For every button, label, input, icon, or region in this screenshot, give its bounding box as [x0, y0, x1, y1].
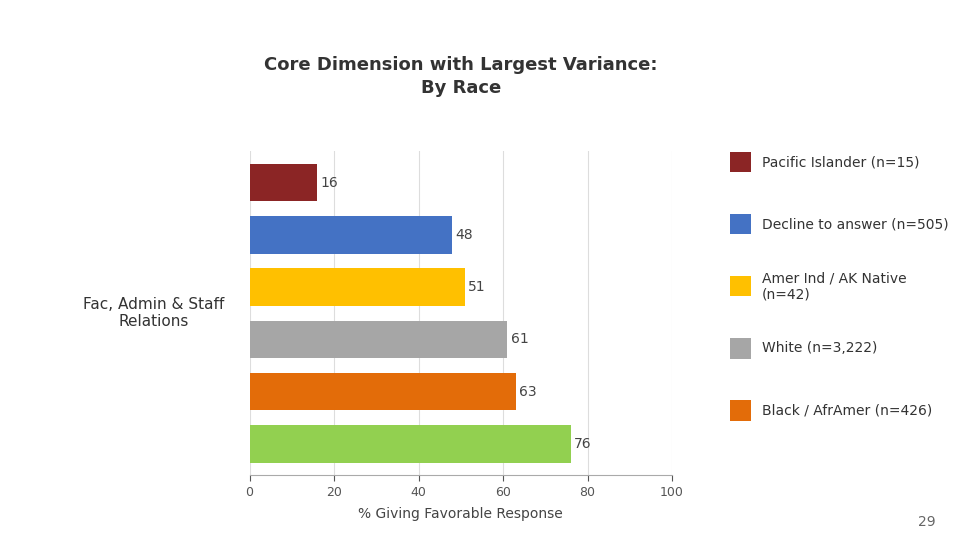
Bar — [250, 164, 317, 201]
Text: Decline to answer (n=505): Decline to answer (n=505) — [762, 217, 948, 231]
Text: White (n=3,222): White (n=3,222) — [762, 341, 877, 355]
Text: Core Dimension with Largest Variance:
By Race: Core Dimension with Largest Variance: By… — [264, 56, 658, 97]
Text: 76: 76 — [574, 437, 591, 451]
Text: 48: 48 — [456, 228, 473, 242]
Text: Black / AfrAmer (n=426): Black / AfrAmer (n=426) — [762, 403, 932, 417]
X-axis label: % Giving Favorable Response: % Giving Favorable Response — [358, 507, 564, 521]
Text: 61: 61 — [511, 332, 528, 346]
Text: Amer Ind / AK Native
(n=42): Amer Ind / AK Native (n=42) — [762, 271, 907, 301]
Bar — [250, 373, 516, 410]
Bar — [250, 425, 570, 463]
Bar — [250, 321, 507, 358]
Bar — [250, 268, 465, 306]
Text: Core Dimensions: SubGroup Variance in Ratings: Core Dimensions: SubGroup Variance in Ra… — [14, 22, 655, 46]
Text: 16: 16 — [321, 176, 338, 190]
Bar — [250, 216, 452, 254]
Text: Fac, Admin & Staff
Relations: Fac, Admin & Staff Relations — [83, 297, 225, 329]
Text: 29: 29 — [919, 515, 936, 529]
Text: Pacific Islander (n=15): Pacific Islander (n=15) — [762, 155, 920, 169]
Text: 51: 51 — [468, 280, 486, 294]
Text: 63: 63 — [519, 384, 537, 399]
